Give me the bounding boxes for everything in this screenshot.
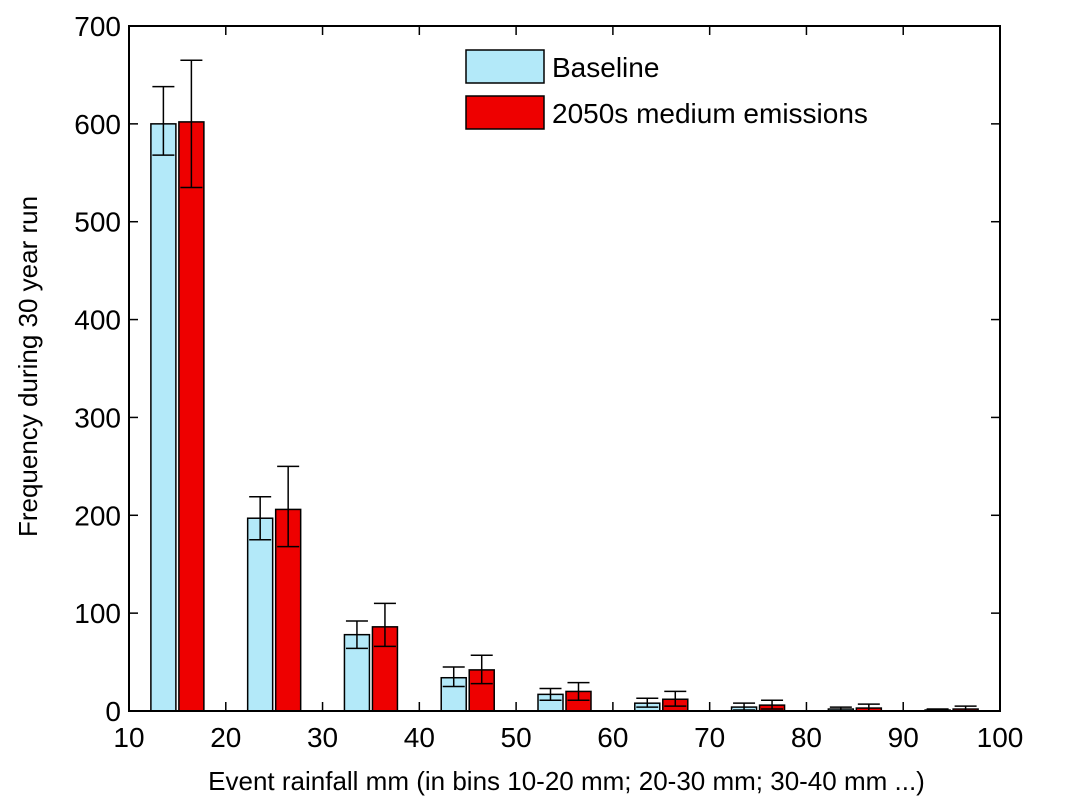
x-tick-label: 50 (501, 722, 532, 753)
legend-item-1: 2050s medium emissions (465, 95, 868, 130)
y-axis-label: Frequency during 30 year run (13, 196, 43, 537)
legend-swatch (465, 49, 545, 84)
legend: Baseline 2050s medium emissions (465, 49, 868, 130)
x-axis-label: Event rainfall mm (in bins 10-20 mm; 20-… (208, 766, 925, 796)
x-tick-label: 100 (977, 722, 1024, 753)
error-bar-0-0 (152, 85, 175, 156)
error-bar-1-1 (277, 465, 300, 548)
error-bar-0-1 (249, 495, 272, 541)
y-tick-label: 200 (74, 500, 121, 531)
legend-swatch (465, 95, 545, 130)
error-bar-0-4 (539, 687, 562, 701)
error-bar-1-4 (567, 681, 590, 701)
x-tick-label: 60 (597, 722, 628, 753)
legend-label: 2050s medium emissions (552, 98, 868, 129)
x-tick-label: 70 (694, 722, 725, 753)
error-bar-0-2 (345, 620, 368, 650)
ticks-layer: 0 100 200 300 400 500 600 700 10 20 30 40 50 60 70 80 90… (74, 11, 1023, 753)
bar-baseline-0 (150, 123, 177, 712)
y-tick-label: 300 (74, 402, 121, 433)
x-tick-label: 90 (888, 722, 919, 753)
y-tick-label: 400 (74, 305, 121, 336)
bar-baseline-1 (246, 517, 274, 712)
y-tick-label: 100 (74, 598, 121, 629)
x-tick-label: 20 (210, 722, 241, 753)
error-bar-1-3 (470, 654, 493, 685)
x-tick-label: 80 (791, 722, 822, 753)
y-tick-label: 600 (74, 109, 121, 140)
legend-item-0: Baseline (465, 49, 659, 84)
error-bar-1-5 (664, 690, 687, 707)
x-tick-label: 10 (113, 722, 144, 753)
bar-2050s-2 (371, 626, 399, 712)
y-tick-label: 500 (74, 207, 121, 238)
error-bar-1-2 (373, 602, 396, 648)
y-tick-label: 0 (105, 696, 121, 727)
bars-layer (150, 121, 979, 712)
y-tick-label: 700 (74, 11, 121, 42)
error-bar-1-0 (180, 59, 203, 189)
x-tick-label: 30 (307, 722, 338, 753)
bar-2050s-0 (178, 121, 205, 712)
error-bar-0-3 (442, 666, 465, 688)
error-bar-1-6 (761, 699, 784, 710)
x-tick-label: 40 (404, 722, 435, 753)
plot-frame (128, 25, 1001, 712)
legend-label: Baseline (552, 52, 659, 83)
error-bar-0-5 (636, 697, 659, 708)
